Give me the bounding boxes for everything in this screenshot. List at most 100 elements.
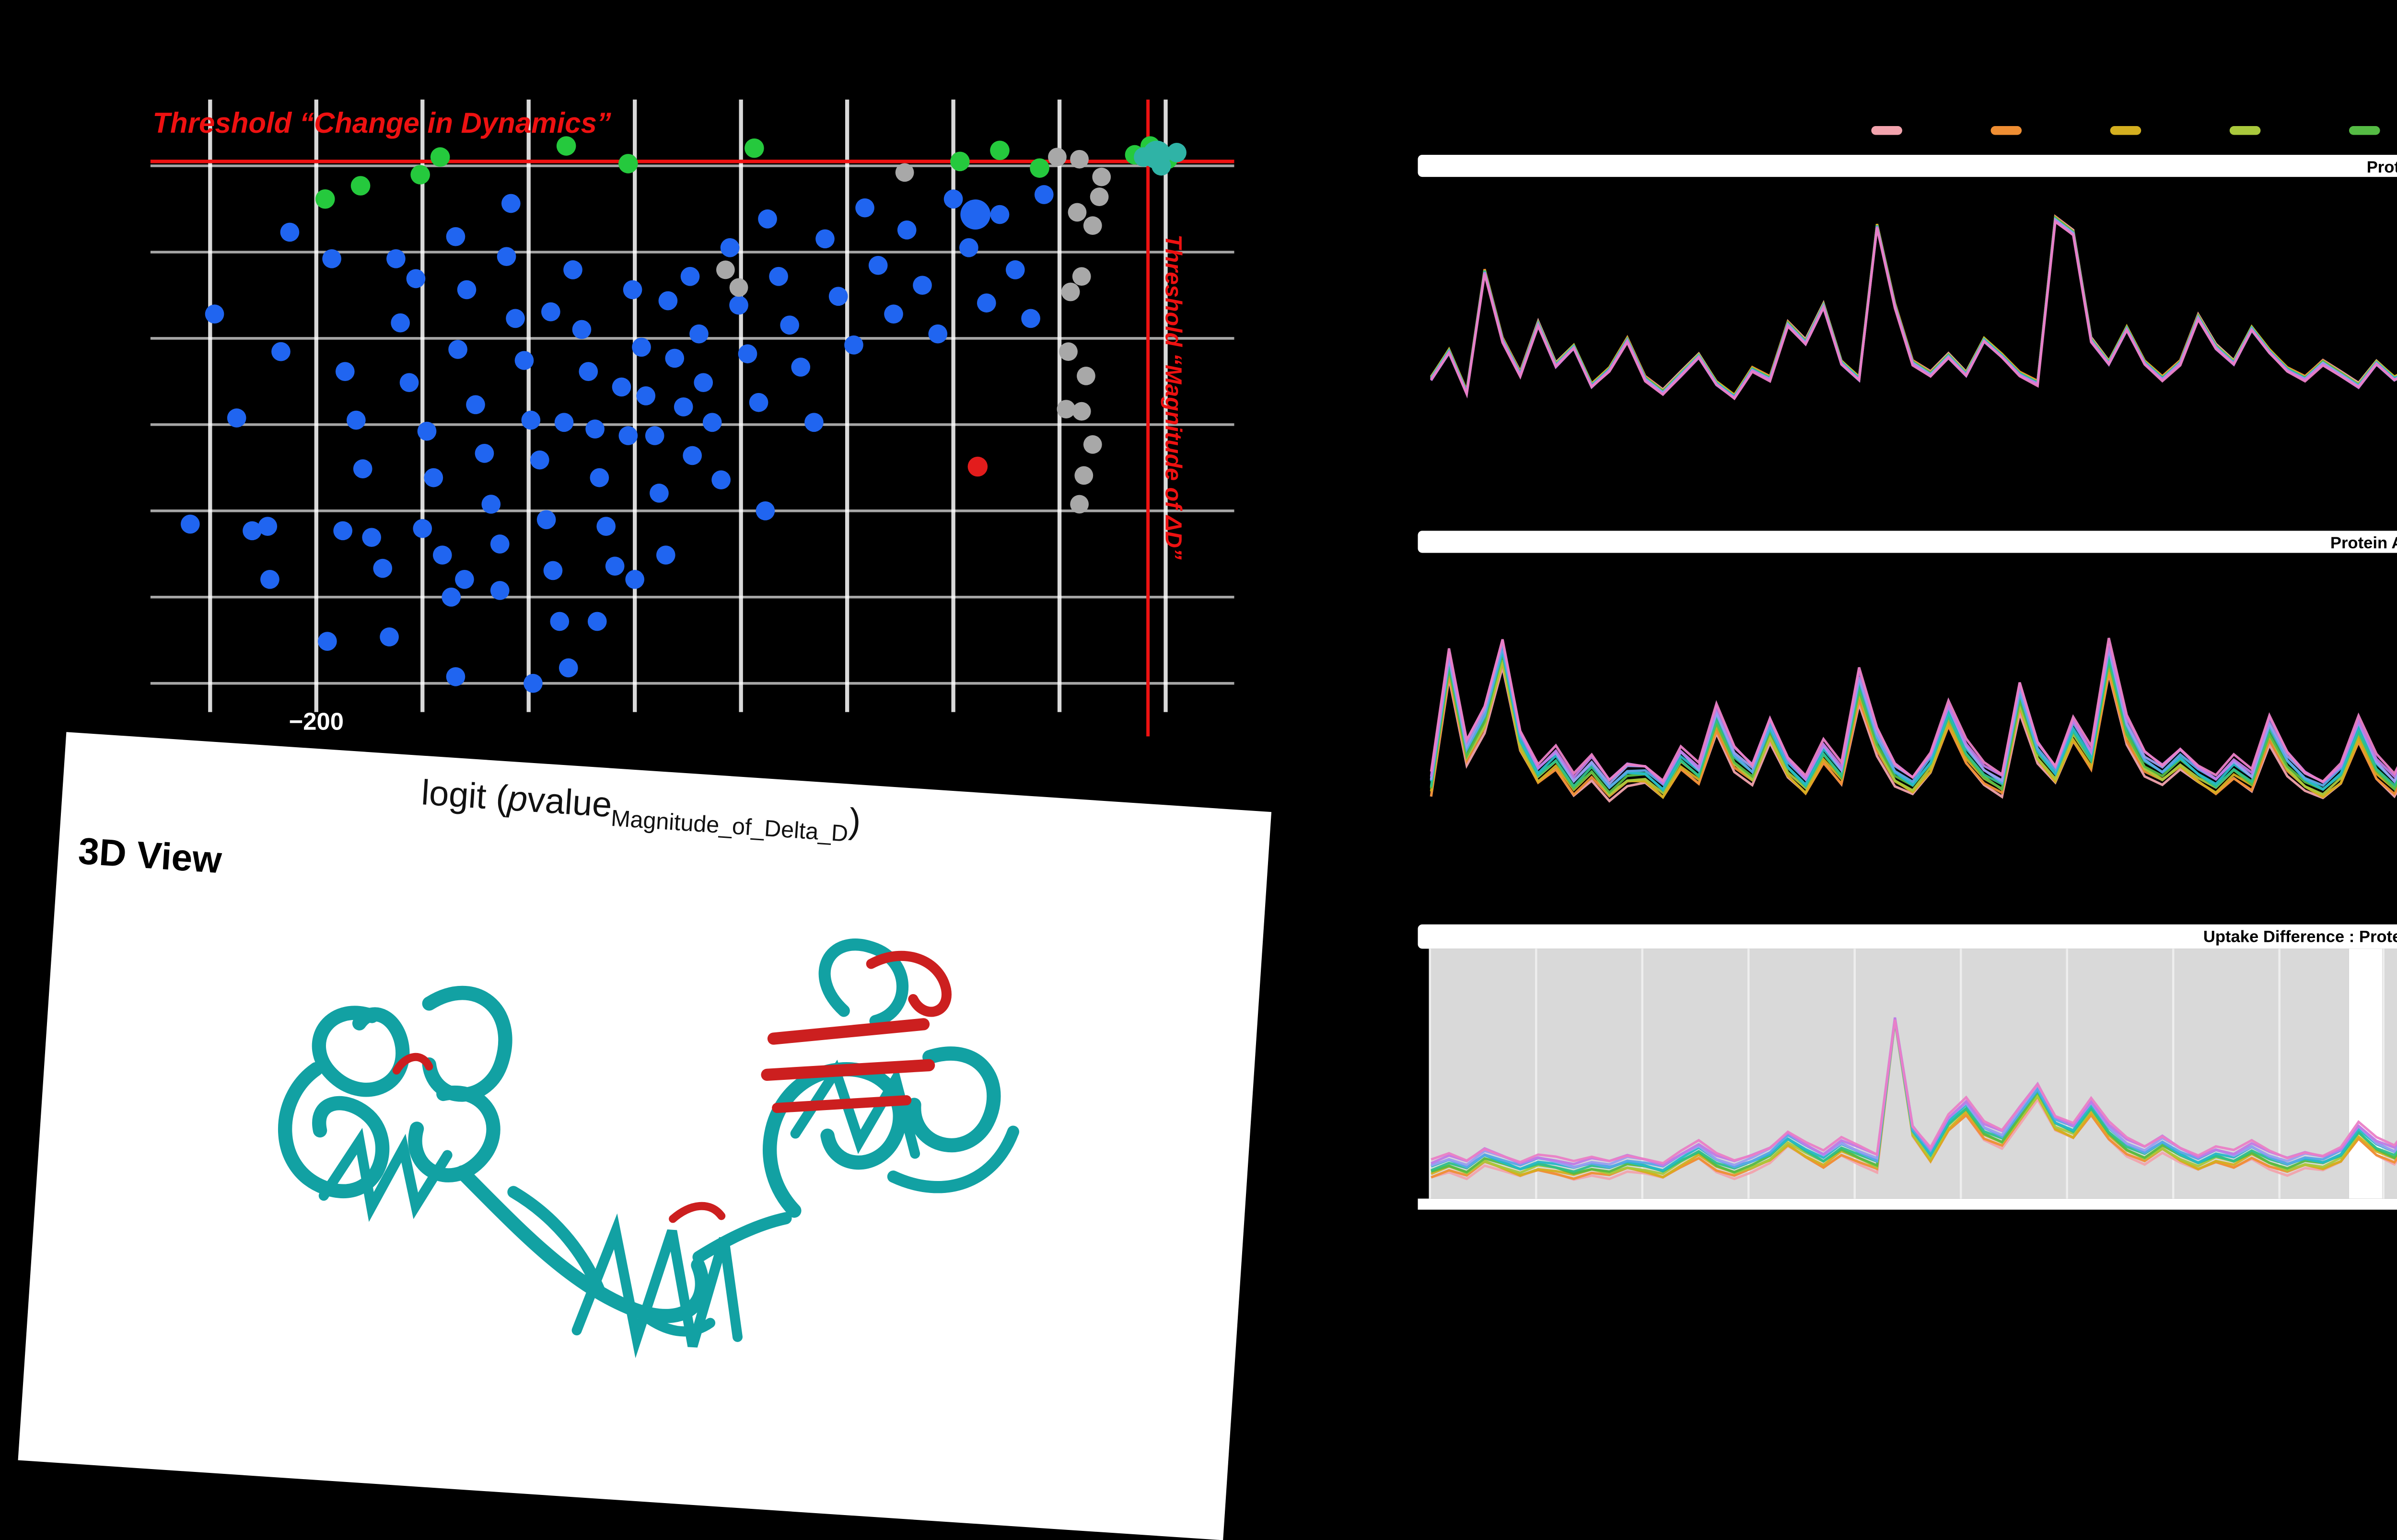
scatter-point-blue[interactable] xyxy=(665,348,685,368)
uptake-trace[interactable] xyxy=(1430,218,2397,398)
scatter-point-blue[interactable] xyxy=(521,410,541,430)
scatter-point-blue[interactable] xyxy=(446,227,465,246)
scatter-point-blue[interactable] xyxy=(559,658,578,678)
scatter-point-gray[interactable] xyxy=(1092,167,1111,186)
scatter-point-gray[interactable] xyxy=(1083,216,1102,235)
scatter-point-green[interactable] xyxy=(950,151,970,172)
scatter-point-blue[interactable] xyxy=(280,222,300,242)
legend-swatch[interactable] xyxy=(2110,126,2141,134)
scatter-point-blue[interactable] xyxy=(399,373,419,393)
scatter-point-blue[interactable] xyxy=(897,220,917,240)
scatter-point-blue[interactable] xyxy=(386,249,406,268)
scatter-point-blue[interactable] xyxy=(501,194,521,213)
scatter-point-blue[interactable] xyxy=(683,446,702,465)
scatter-point-blue[interactable] xyxy=(769,266,788,286)
scatter-point-gray[interactable] xyxy=(1070,150,1089,169)
scatter-point-blue[interactable] xyxy=(868,255,888,275)
scatter-point-blue[interactable] xyxy=(674,397,693,417)
scatter-point-blue[interactable] xyxy=(632,337,651,357)
legend-swatch[interactable] xyxy=(1871,126,1902,134)
uptake-difference-chart[interactable] xyxy=(1418,949,2397,1209)
scatter-point-blue[interactable] xyxy=(346,410,366,430)
scatter-point-blue[interactable] xyxy=(530,450,549,470)
scatter-point-blue[interactable] xyxy=(432,545,452,565)
uptake-trace[interactable] xyxy=(1430,624,2397,789)
scatter-point-blue[interactable] xyxy=(694,373,713,393)
scatter-point-blue[interactable] xyxy=(260,570,279,589)
scatter-point-blue[interactable] xyxy=(490,581,510,600)
scatter-point-green[interactable] xyxy=(745,138,764,158)
scatter-point-blue[interactable] xyxy=(738,344,757,364)
scatter-point-blue[interactable] xyxy=(481,495,501,514)
legend-swatch[interactable] xyxy=(1990,126,2022,134)
uptake-trace[interactable] xyxy=(1431,1021,2397,1175)
scatter-point-blue[interactable] xyxy=(243,521,262,541)
scatter-point-gray[interactable] xyxy=(729,278,748,297)
scatter-point-blue[interactable] xyxy=(623,280,642,300)
scatter-point-blue[interactable] xyxy=(844,335,863,355)
scatter-point-blue[interactable] xyxy=(815,229,835,249)
scatter-point-blue[interactable] xyxy=(362,528,381,547)
scatter-point-blue[interactable] xyxy=(180,514,200,534)
scatter-point-blue[interactable] xyxy=(554,413,574,432)
scatter-point-blue[interactable] xyxy=(689,324,709,344)
scatter-point-blue[interactable] xyxy=(271,342,291,361)
uptake-chart-protein-a[interactable] xyxy=(1418,177,2397,513)
scatter-point-blue[interactable] xyxy=(446,667,465,686)
scatter-point-blue[interactable] xyxy=(550,612,570,631)
uptake-trace[interactable] xyxy=(1431,1019,2397,1176)
scatter-point-blue[interactable] xyxy=(406,269,426,289)
scatter-point-blue[interactable] xyxy=(424,468,443,487)
scatter-point-blue[interactable] xyxy=(227,408,246,428)
uptake-trace[interactable] xyxy=(1430,643,2397,795)
uptake-trace[interactable] xyxy=(1430,216,2397,398)
scatter-point-green[interactable] xyxy=(618,154,638,174)
scatter-point-blue[interactable] xyxy=(455,570,474,589)
scatter-point-blue[interactable] xyxy=(943,189,963,209)
scatter-point-blue[interactable] xyxy=(758,209,777,229)
scatter-point-blue[interactable] xyxy=(333,521,352,541)
uptake-chart-protein-a-ligand[interactable] xyxy=(1418,553,2397,906)
scatter-point-blue[interactable] xyxy=(417,421,437,441)
scatter-point-blue[interactable] xyxy=(990,205,1010,224)
scatter-point-blue[interactable] xyxy=(536,510,556,530)
scatter-point-blue[interactable] xyxy=(804,413,824,432)
scatter-point-gray[interactable] xyxy=(1083,435,1102,454)
scatter-point-blue[interactable] xyxy=(442,587,461,607)
scatter-point-blue[interactable] xyxy=(720,238,740,257)
scatter-point-blue[interactable] xyxy=(497,247,516,266)
scatter-point-gray[interactable] xyxy=(1090,187,1109,207)
view-3d-panel[interactable]: logit (pvalueMagnitude_of_Delta_D) 3D Vi… xyxy=(18,732,1272,1540)
scatter-point-blue[interactable] xyxy=(636,386,656,405)
scatter-point-green[interactable] xyxy=(410,165,430,185)
scatter-point-blue[interactable] xyxy=(524,673,543,693)
scatter-point-blue[interactable] xyxy=(475,444,494,463)
scatter-point-blue[interactable] xyxy=(579,362,598,381)
scatter-point-blue[interactable] xyxy=(596,517,616,536)
scatter-point-blue[interactable] xyxy=(563,260,582,279)
scatter-point-blue[interactable] xyxy=(625,570,645,589)
scatter-point-gray[interactable] xyxy=(895,163,914,182)
scatter-point-blue[interactable] xyxy=(258,517,278,536)
scatter-point-blue[interactable] xyxy=(391,313,410,333)
scatter-point-green[interactable] xyxy=(990,140,1010,161)
scatter-point-gray[interactable] xyxy=(1061,282,1080,301)
uptake-trace[interactable] xyxy=(1430,214,2397,434)
scatter-point-green[interactable] xyxy=(430,147,450,167)
scatter-point-blue[interactable] xyxy=(612,377,631,397)
uptake-trace[interactable] xyxy=(1430,214,2397,421)
scatter-point-blue[interactable] xyxy=(413,519,432,538)
scatter-point-blue[interactable] xyxy=(506,309,525,328)
scatter-point-red[interactable] xyxy=(967,456,988,477)
scatter-point-blue[interactable] xyxy=(884,304,903,324)
uptake-trace[interactable] xyxy=(1430,666,2397,803)
scatter-point-blue[interactable] xyxy=(448,340,467,359)
uptake-trace[interactable] xyxy=(1430,617,2397,786)
uptake-trace[interactable] xyxy=(1430,216,2397,398)
scatter-point-blue[interactable] xyxy=(913,276,932,295)
scatter-point-blue[interactable] xyxy=(959,238,978,257)
scatter-point-blue[interactable] xyxy=(543,561,563,580)
scatter-point-blue[interactable] xyxy=(205,304,224,324)
scatter-point-blue[interactable] xyxy=(380,627,399,647)
scatter-point-gray[interactable] xyxy=(1068,203,1087,222)
